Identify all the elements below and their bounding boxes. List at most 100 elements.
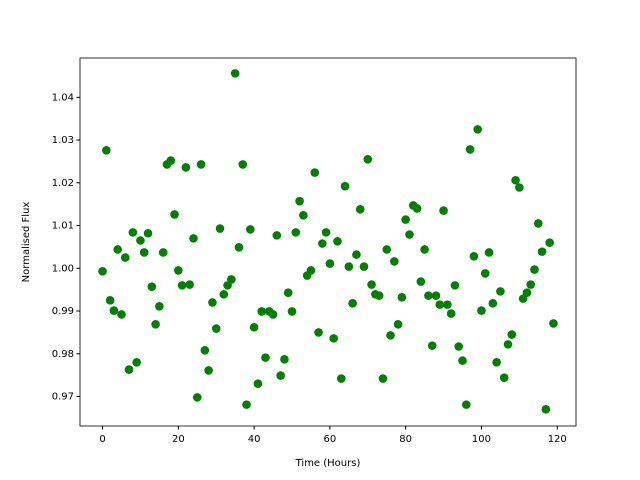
x-tick-label: 120 — [548, 434, 567, 445]
point — [541, 405, 551, 414]
point — [314, 328, 323, 337]
point — [348, 299, 357, 308]
y-tick-label: 1.02 — [52, 178, 74, 189]
point — [295, 196, 304, 206]
point — [211, 324, 221, 333]
y-tick-label: 0.99 — [52, 306, 74, 317]
y-tick-label: 1.03 — [52, 135, 74, 146]
point — [435, 300, 445, 309]
point — [427, 341, 437, 350]
point — [382, 245, 392, 254]
point — [465, 145, 475, 154]
point — [333, 237, 342, 246]
point — [246, 225, 255, 234]
y-tick-label: 1.00 — [52, 263, 74, 274]
point — [496, 287, 505, 296]
point — [386, 331, 395, 340]
point — [272, 231, 282, 240]
point — [310, 168, 320, 177]
point — [181, 163, 191, 172]
x-tick-label: 100 — [472, 434, 491, 445]
point — [98, 266, 107, 276]
point — [215, 224, 225, 233]
point — [268, 310, 278, 319]
point — [234, 243, 244, 252]
point — [367, 280, 376, 289]
point — [283, 288, 293, 297]
point — [174, 266, 183, 275]
point — [359, 262, 369, 271]
point — [170, 210, 179, 219]
point — [477, 306, 486, 315]
point — [287, 307, 297, 316]
point — [397, 293, 407, 302]
point — [405, 230, 414, 239]
y-tick-label: 1.04 — [52, 92, 74, 103]
point — [545, 238, 554, 247]
y-axis-label: Normalised Flux — [21, 202, 32, 283]
point — [117, 310, 126, 319]
point — [185, 280, 194, 289]
point — [242, 400, 251, 409]
point — [533, 219, 543, 228]
point — [424, 291, 433, 300]
x-tick-label: 60 — [324, 434, 337, 445]
point — [499, 373, 509, 383]
point — [462, 400, 471, 409]
y-tick-label: 1.01 — [52, 221, 74, 232]
point — [401, 215, 410, 224]
point — [450, 281, 460, 290]
point — [340, 181, 350, 191]
point — [132, 358, 141, 367]
point — [473, 125, 482, 134]
y-tick-label: 0.97 — [52, 392, 74, 403]
point — [189, 234, 198, 243]
point — [124, 365, 134, 374]
point — [200, 346, 210, 355]
point — [238, 160, 248, 169]
point — [143, 228, 153, 238]
point — [276, 371, 285, 380]
point — [257, 307, 266, 316]
point — [549, 319, 558, 328]
point — [488, 299, 498, 308]
point — [299, 210, 308, 220]
point — [204, 366, 213, 375]
point — [325, 259, 335, 268]
point — [363, 154, 373, 164]
point — [155, 302, 164, 311]
plot-frame — [79, 57, 577, 427]
point — [511, 175, 520, 185]
point — [192, 393, 202, 402]
point — [420, 245, 429, 254]
point — [522, 288, 532, 297]
point — [484, 248, 494, 257]
point — [503, 340, 513, 349]
point — [128, 228, 138, 237]
point — [105, 296, 115, 305]
point — [321, 228, 331, 237]
point — [492, 358, 501, 367]
point — [230, 69, 240, 78]
x-tick-label: 40 — [248, 434, 261, 445]
point — [431, 291, 441, 300]
point — [120, 253, 130, 262]
point — [109, 306, 119, 315]
point — [378, 374, 388, 383]
point — [416, 277, 426, 286]
x-tick-label: 0 — [99, 434, 105, 445]
point — [537, 247, 547, 256]
point — [147, 282, 157, 291]
point — [227, 275, 236, 284]
point — [249, 322, 259, 332]
point — [113, 245, 123, 254]
point — [439, 206, 448, 215]
point — [336, 374, 346, 383]
x-tick-label: 20 — [172, 434, 185, 445]
point — [458, 356, 467, 365]
point — [139, 248, 149, 257]
point — [390, 257, 399, 266]
point — [526, 280, 536, 289]
